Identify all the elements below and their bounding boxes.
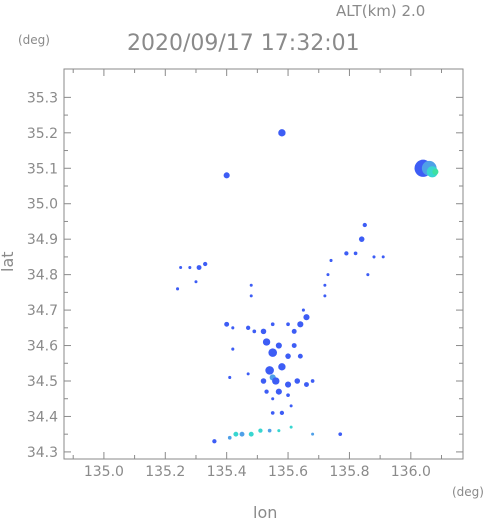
- echo-point: [212, 439, 217, 444]
- echo-point: [275, 388, 282, 395]
- y-unit-label: (deg): [18, 33, 50, 47]
- echo-point: [228, 375, 232, 379]
- y-tick-label: 34.9: [27, 232, 58, 248]
- echo-point: [286, 393, 290, 398]
- echo-point: [344, 251, 349, 256]
- echo-point: [284, 381, 292, 388]
- echo-point: [203, 261, 208, 267]
- echo-point: [246, 325, 251, 330]
- echo-point: [277, 429, 281, 433]
- x-tick-label: 135.4: [207, 464, 247, 480]
- chart-title-timestamp: 2020/09/17 17:32:01: [127, 31, 360, 56]
- echo-point: [267, 428, 272, 433]
- echo-point: [381, 255, 385, 259]
- echo-point: [194, 280, 198, 284]
- plot-frame: [63, 68, 464, 460]
- echo-point: [286, 322, 290, 327]
- echo-point: [358, 236, 365, 242]
- echo-point: [265, 366, 274, 375]
- echo-point: [289, 404, 293, 408]
- echo-point: [233, 431, 239, 437]
- y-tick-label: 35.0: [27, 197, 58, 213]
- echo-point: [338, 432, 343, 437]
- echo-point: [329, 258, 333, 262]
- echo-point: [258, 428, 263, 433]
- echo-point: [179, 266, 183, 270]
- echo-point: [304, 382, 309, 388]
- echo-point: [362, 222, 367, 228]
- echo-point: [196, 265, 202, 271]
- echo-point: [272, 377, 280, 385]
- echo-point: [353, 251, 358, 256]
- y-tick-label: 35.1: [27, 161, 58, 177]
- echo-point: [278, 129, 286, 137]
- echo-point: [176, 287, 180, 291]
- echo-point: [297, 321, 304, 328]
- echo-point: [224, 321, 230, 327]
- echo-point: [231, 347, 235, 351]
- echo-point: [289, 425, 293, 429]
- y-tick-label: 34.4: [27, 409, 58, 425]
- echo-point: [260, 378, 267, 384]
- echo-point: [246, 372, 250, 376]
- y-tick-label: 35.3: [27, 90, 58, 106]
- echo-point: [323, 283, 327, 287]
- echo-point: [311, 432, 315, 436]
- ticks: 135.0 135.2 135.4 135.6 135.8 136.0 34.3 34.4 34…: [27, 69, 463, 480]
- x-unit-label: (deg): [452, 485, 484, 499]
- echo-point: [252, 329, 257, 334]
- echo-point: [239, 431, 245, 437]
- echo-point: [270, 411, 275, 415]
- echo-point: [294, 378, 301, 384]
- echo-point: [372, 255, 376, 259]
- y-axis-title: lat: [0, 251, 17, 272]
- echo-point: [231, 326, 235, 330]
- echo-point: [227, 435, 232, 440]
- echo-point: [268, 348, 278, 357]
- echo-point: [310, 379, 315, 383]
- echo-point: [260, 328, 267, 335]
- echo-point: [301, 308, 305, 312]
- x-tick-label: 135.8: [329, 464, 369, 480]
- echo-point: [249, 294, 253, 298]
- echo-point: [271, 397, 275, 401]
- echo-point: [297, 353, 303, 359]
- y-tick-label: 34.6: [27, 339, 58, 355]
- echo-point: [270, 322, 275, 327]
- echo-point: [275, 342, 282, 349]
- y-tick-label: 34.7: [27, 303, 58, 319]
- echo-point: [326, 273, 330, 277]
- echo-point: [248, 431, 254, 437]
- echo-points: [176, 129, 439, 444]
- echo-point: [188, 266, 192, 270]
- echo-point: [264, 389, 269, 394]
- echo-point: [323, 294, 327, 298]
- echo-point: [303, 314, 310, 321]
- altitude-label: ALT(km) 2.0: [336, 2, 425, 20]
- echo-point: [291, 343, 297, 349]
- x-tick-label: 135.0: [84, 464, 124, 480]
- x-tick-label: 135.6: [268, 464, 308, 480]
- x-tick-label: 136.0: [391, 464, 431, 480]
- y-tick-label: 34.8: [27, 268, 58, 284]
- x-axis-title: lon: [253, 503, 277, 521]
- echo-point: [223, 172, 230, 179]
- echo-point: [279, 410, 285, 416]
- y-tick-label: 34.5: [27, 374, 58, 390]
- echo-point: [285, 353, 291, 359]
- y-tick-label: 35.2: [27, 126, 58, 142]
- x-tick-label: 135.2: [145, 464, 185, 480]
- echo-point: [432, 168, 439, 175]
- echo-point: [262, 338, 271, 346]
- echo-point: [366, 273, 370, 277]
- echo-point: [249, 283, 253, 287]
- echo-point: [278, 363, 286, 371]
- y-tick-label: 34.3: [27, 445, 58, 461]
- echo-point: [291, 328, 297, 334]
